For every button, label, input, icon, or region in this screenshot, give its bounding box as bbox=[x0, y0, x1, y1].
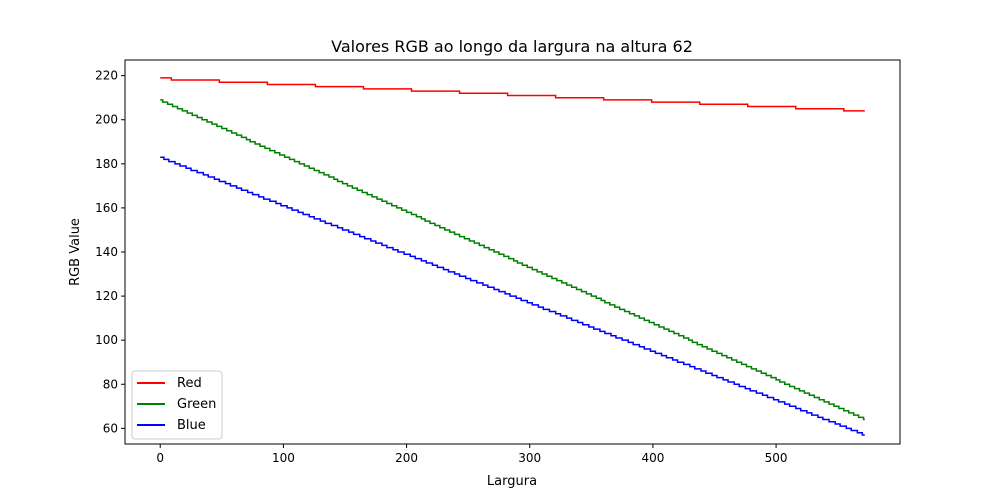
series-line-red bbox=[160, 77, 865, 112]
legend-label-red: Red bbox=[177, 376, 202, 391]
y-axis: 60 80 100 120 140 160 180 200 220 bbox=[95, 69, 125, 435]
legend-label-green: Green bbox=[177, 397, 216, 412]
x-axis: 0 100 200 300 400 500 bbox=[156, 444, 788, 465]
y-axis-label: RGB Value bbox=[68, 218, 83, 286]
x-tick-label: 400 bbox=[641, 451, 664, 465]
y-tick-label: 140 bbox=[95, 245, 118, 259]
x-tick-label: 300 bbox=[518, 451, 541, 465]
x-tick-label: 500 bbox=[765, 451, 788, 465]
series-layer bbox=[160, 77, 865, 436]
series-line-blue bbox=[160, 156, 865, 436]
y-tick-label: 220 bbox=[95, 69, 118, 83]
y-tick-label: 200 bbox=[95, 113, 118, 127]
x-axis-label: Largura bbox=[487, 474, 537, 489]
x-tick-label: 0 bbox=[156, 451, 164, 465]
legend-label-blue: Blue bbox=[177, 418, 206, 433]
y-tick-label: 160 bbox=[95, 201, 118, 215]
plot-area bbox=[125, 60, 900, 444]
legend: Red Green Blue bbox=[131, 370, 223, 440]
y-tick-label: 80 bbox=[103, 377, 118, 391]
y-tick-label: 60 bbox=[103, 421, 118, 435]
y-tick-label: 120 bbox=[95, 289, 118, 303]
y-tick-label: 100 bbox=[95, 333, 118, 347]
chart-title: Valores RGB ao longo da largura na altur… bbox=[331, 37, 693, 56]
x-tick-label: 100 bbox=[272, 451, 295, 465]
y-tick-label: 180 bbox=[95, 157, 118, 171]
series-line-green bbox=[160, 99, 865, 421]
x-tick-label: 200 bbox=[395, 451, 418, 465]
legend-box bbox=[131, 370, 223, 440]
